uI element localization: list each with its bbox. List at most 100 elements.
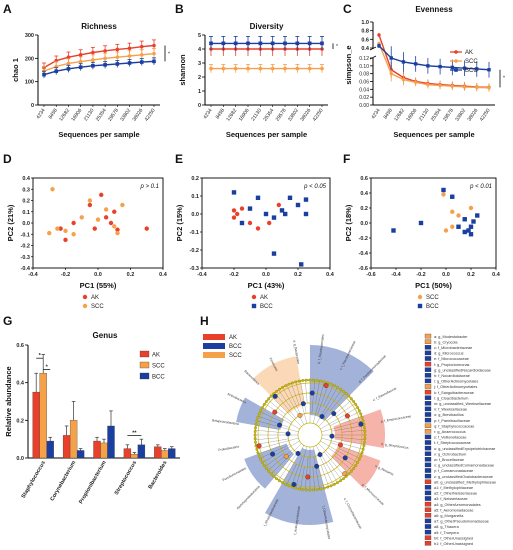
point-bcc — [42, 72, 46, 77]
cladogram-outer-label: f_Actinomycetaceae — [293, 506, 301, 535]
point-bcc — [462, 217, 467, 222]
y-axis-label: PC2 (21%) — [6, 204, 15, 241]
y-tick-label: 5 — [198, 33, 201, 39]
legend-label: BCC — [152, 375, 165, 381]
axis-break — [369, 55, 377, 60]
cladogram-branch — [291, 455, 303, 487]
panel-letter-e: E — [175, 152, 183, 166]
panel-letter-d: D — [3, 152, 12, 166]
series-bcc — [209, 36, 324, 51]
taxa-label: a5: f_Aeromonadaceae — [434, 508, 473, 512]
taxa-swatch — [424, 507, 432, 512]
point-ak — [231, 208, 237, 213]
point-scc — [401, 77, 406, 82]
point-bcc — [487, 68, 491, 72]
legend: AK SCC — [82, 294, 104, 310]
point-bcc — [115, 62, 120, 66]
y-tick-label: 100 — [25, 80, 34, 86]
series-scc — [377, 41, 491, 92]
y-tick-label: 0.2 — [22, 199, 30, 205]
y-tick-label: 0.2 — [360, 206, 368, 212]
p-value: p > 0.1 — [139, 184, 159, 190]
cladogram-node-ak — [337, 442, 343, 448]
point-bcc — [438, 64, 442, 69]
bar — [130, 454, 139, 459]
point-scc — [115, 230, 120, 236]
cladogram-branch — [255, 438, 289, 445]
cladogram-node — [275, 389, 278, 393]
cladogram-outer-label: e: f_Rikenellaceae — [372, 386, 397, 402]
cladogram-node — [361, 419, 365, 423]
series-ak — [32, 372, 162, 459]
point-scc — [450, 84, 455, 88]
point-bcc — [450, 194, 455, 199]
cladogram-outer-label: f_OtherActinomycetales — [321, 505, 331, 540]
x-tick-label: -0.4 — [28, 272, 38, 278]
x-axis-label: PC1 (55%) — [80, 281, 117, 290]
y-axis-label: shannon — [178, 54, 187, 86]
y-axis-label: chao 1 — [11, 58, 20, 82]
cladogram-node-bcc — [329, 433, 335, 439]
cladogram-branch — [317, 383, 329, 415]
point-scc — [87, 198, 93, 203]
cladogram-node — [255, 419, 259, 423]
cladogram-node — [347, 472, 351, 476]
taxa-swatch — [424, 384, 432, 389]
cladogram-node-ak — [323, 383, 329, 388]
taxa-swatch — [424, 350, 432, 356]
taxa-label: f: g_Propionicimonas — [434, 363, 470, 367]
cladogram-branch — [320, 407, 358, 430]
legend-swatch — [139, 350, 150, 358]
cladogram-branch — [331, 425, 365, 432]
panel-letter-c: C — [343, 2, 352, 16]
cladogram-branch — [320, 440, 358, 463]
sig-mark: * — [503, 76, 505, 82]
cladogram-node — [264, 400, 268, 403]
point-scc — [417, 294, 423, 300]
y-tick-label: -0.2 — [359, 236, 368, 242]
chart-title: Diversity — [250, 22, 284, 31]
cladogram-node — [301, 488, 305, 491]
point-scc — [441, 192, 446, 197]
point-scc — [95, 217, 101, 222]
taxa-label: j: f_OtherActinomycetales — [433, 385, 477, 389]
y-tick-label: 0.00 — [359, 103, 369, 109]
cladogram-node — [347, 394, 351, 398]
taxa-label: g: g_unclassifiedNocardioidaceae — [434, 368, 491, 372]
cladogram-node — [354, 464, 358, 467]
taxa-swatch — [424, 434, 432, 440]
cladogram-branch — [300, 380, 307, 414]
x-tick-label: 25354 — [262, 108, 275, 123]
point-ak — [103, 215, 109, 220]
cladogram-branch — [311, 380, 315, 414]
x-axis-label: PC1 (43%) — [248, 281, 285, 290]
evenness-chart: Evenness 0.4 0.6 0.8 1.0 0.00 0.02 0.040.06 0.08… — [344, 5, 505, 139]
point-bcc — [247, 206, 253, 211]
y-axis-label: simpson_e — [344, 45, 353, 84]
chart-title: Richness — [81, 22, 117, 31]
x-tick-label: 12682 — [393, 108, 406, 123]
sig-mark: ** — [132, 430, 137, 436]
point-bcc — [475, 213, 480, 218]
cladogram-node — [287, 484, 291, 488]
taxa-swatch — [424, 468, 432, 473]
y-tick-label: 0.3 — [22, 187, 30, 193]
legend-label: SCC — [465, 59, 478, 65]
panel-letter-g: G — [3, 314, 12, 328]
cladogram-branch — [340, 416, 362, 425]
legend-swatch — [203, 334, 225, 340]
taxa-label: e: f_Micrococcaceae — [434, 357, 469, 361]
legend-label: BCC — [260, 304, 273, 310]
cladogram-outer-label: Gammaproteobacteria — [236, 485, 261, 511]
point-bcc — [303, 197, 309, 202]
point-scc — [233, 66, 238, 71]
cladogram-node-bcc — [331, 411, 337, 417]
y-tick-label: 1.0 — [361, 20, 369, 26]
y-tick-label: 1 — [198, 89, 201, 95]
cladogram-node — [275, 477, 278, 481]
point-bcc — [466, 228, 471, 233]
cladogram-node — [344, 392, 348, 396]
taxa-swatch — [424, 513, 432, 518]
y-tick-label: 0.0 — [22, 221, 30, 227]
point-scc — [103, 56, 107, 61]
